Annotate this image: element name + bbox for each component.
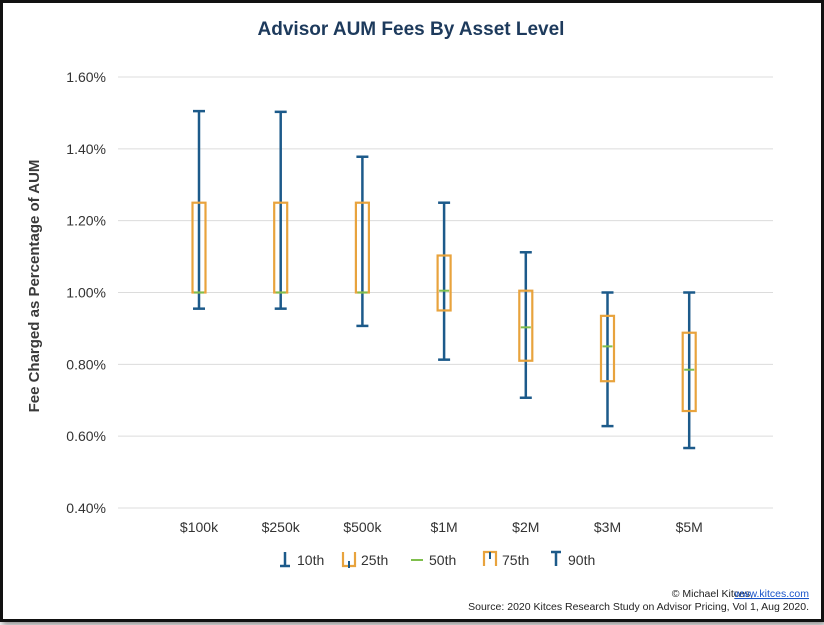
gridlines: [118, 76, 773, 509]
box-25th-75th: [599, 314, 616, 383]
box-250k: [273, 110, 289, 310]
legend-item-50th: 50th: [411, 552, 456, 568]
legend-item-75th: 75th: [482, 550, 529, 568]
y-tick-label: 0.60%: [66, 428, 106, 444]
chart-title: Advisor AUM Fees By Asset Level: [258, 19, 565, 40]
footer: © Michael Kitces, www.kitces.com Source:…: [468, 588, 809, 613]
x-tick-label: $5M: [676, 519, 703, 535]
box-plot-marks: [191, 109, 697, 450]
y-tick-label: 1.60%: [66, 69, 106, 85]
legend-item-25th: 25th: [341, 552, 388, 568]
y-tick-label: 0.80%: [66, 356, 106, 372]
legend-label: 10th: [297, 552, 324, 568]
y-tick-label: 1.00%: [66, 285, 106, 301]
legend: 10th 25th 50th 75th 90th: [280, 550, 595, 568]
y-tick-label: 0.40%: [66, 500, 106, 516]
x-tick-label: $250k: [262, 519, 301, 535]
x-axis-ticks: $100k $250k $500k $1M $2M $3M $5M: [180, 519, 703, 535]
x-tick-label: $100k: [180, 519, 219, 535]
legend-label: 50th: [429, 552, 456, 568]
footer-link[interactable]: www.kitces.com: [733, 588, 809, 600]
x-tick-label: $3M: [594, 519, 621, 535]
y-tick-label: 1.20%: [66, 213, 106, 229]
box-1M: [436, 201, 452, 361]
legend-item-90th: 90th: [551, 550, 595, 568]
legend-label: 75th: [502, 552, 529, 568]
x-tick-label: $1M: [430, 519, 457, 535]
legend-label: 90th: [568, 552, 595, 568]
box-2M: [518, 251, 534, 399]
footer-credit: © Michael Kitces,: [672, 588, 753, 600]
box-25th-75th: [681, 331, 697, 413]
box-500k: [354, 155, 370, 328]
box-25th-75th: [518, 289, 534, 362]
box-100k: [191, 109, 207, 310]
legend-item-10th: 10th: [280, 552, 324, 568]
footer-source: Source: 2020 Kitces Research Study on Ad…: [468, 601, 809, 613]
y-axis-ticks: 0.40% 0.60% 0.80% 1.00% 1.20% 1.40% 1.60%: [66, 69, 106, 516]
y-tick-label: 1.40%: [66, 141, 106, 157]
x-tick-label: $2M: [512, 519, 539, 535]
x-tick-label: $500k: [343, 519, 382, 535]
box-25th-75th: [436, 254, 452, 312]
box-plot-chart: Advisor AUM Fees By Asset Level Fee Char…: [26, 19, 809, 613]
legend-label: 25th: [361, 552, 388, 568]
y-axis-label: Fee Charged as Percentage of AUM: [26, 160, 43, 413]
box-5M: [681, 291, 697, 450]
box-3M: [599, 291, 616, 428]
